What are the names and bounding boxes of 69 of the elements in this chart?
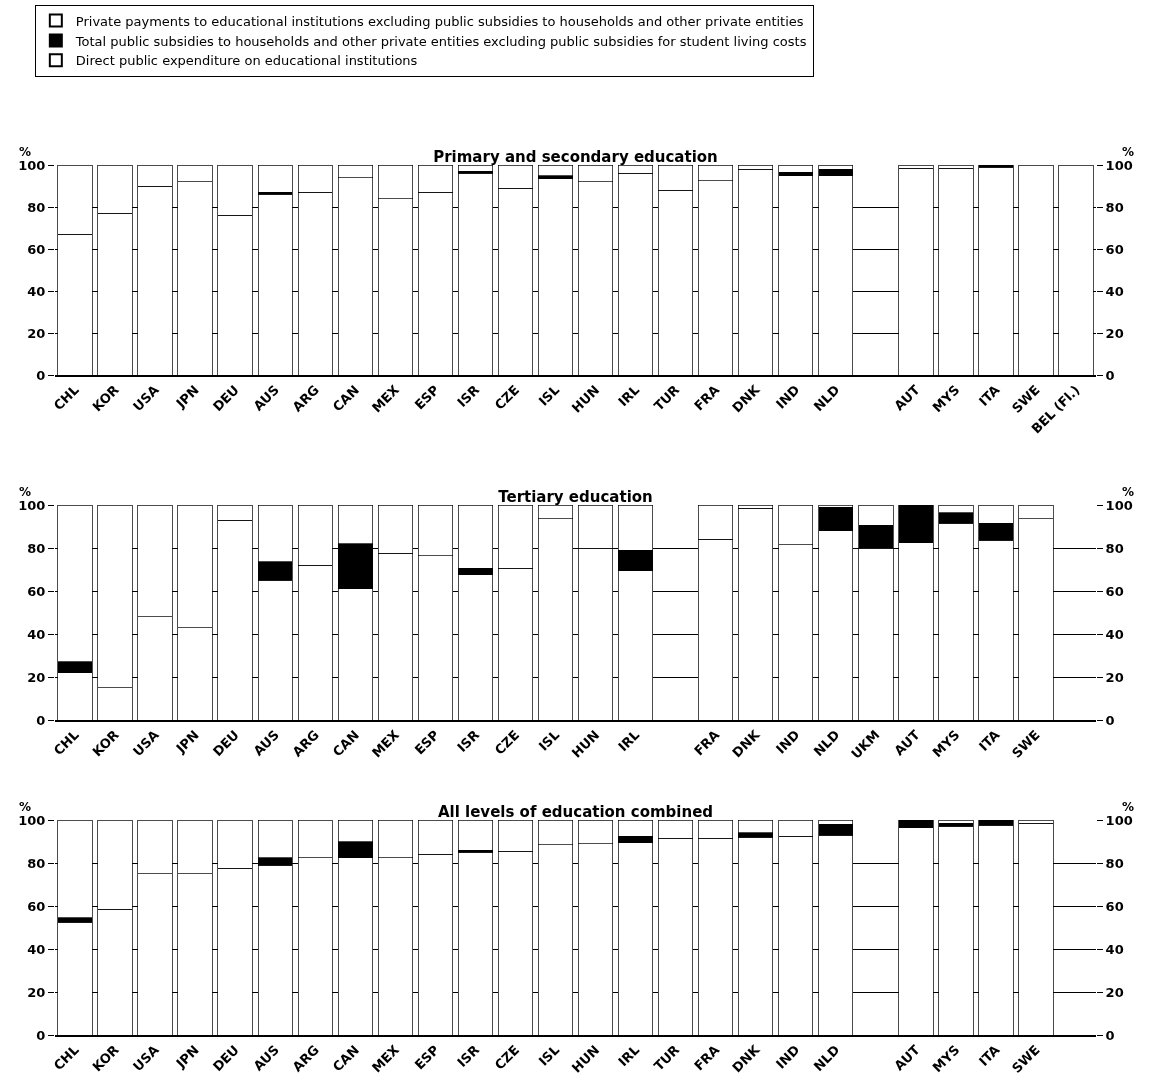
bar: [257, 165, 293, 193]
x-tick-label: IRL: [615, 382, 643, 410]
y2-tick-label: 100: [1105, 497, 1133, 513]
bar: [778, 165, 814, 173]
chart-title: Primary and secondary education: [433, 148, 718, 166]
y2-axis-title: %: [1122, 485, 1135, 499]
y-tick-label: 100: [18, 497, 46, 513]
y2-tick-label: 80: [1105, 855, 1124, 871]
legend-label: Total public subsidies to households and other private entities excluding public subsidies for student living costs: [74, 33, 807, 49]
x-tick-label: ITA: [975, 727, 1003, 754]
y2-tick-label: 60: [1105, 898, 1124, 914]
y-tick-label: 40: [27, 941, 46, 957]
legend-label: Direct public expenditure on educational institutions: [75, 53, 418, 69]
y2-tick-label: 40: [1105, 941, 1124, 957]
y-axis-title: %: [19, 485, 32, 499]
bar: [457, 165, 493, 172]
x-tick-label: ISR: [454, 382, 483, 410]
x-tick-label: ISL: [535, 382, 563, 409]
y-tick-label: 20: [27, 669, 46, 685]
x-tick-label: ISL: [535, 1042, 563, 1069]
y-tick-label: 0: [36, 712, 46, 728]
x-tick-label: IRL: [615, 1042, 643, 1070]
y-tick-label: 20: [27, 984, 46, 1000]
y-tick-label: 0: [36, 367, 46, 383]
x-tick-label: CHL: [50, 1042, 82, 1074]
bar: [738, 820, 774, 834]
y2-tick-label: 0: [1105, 1027, 1115, 1043]
y-tick-label: 80: [27, 540, 46, 556]
y-axis-title: %: [19, 800, 32, 814]
y2-tick-label: 0: [1105, 367, 1115, 383]
y2-tick-label: 60: [1105, 241, 1124, 257]
y-tick-label: 100: [18, 812, 46, 828]
y-tick-label: 100: [18, 157, 46, 173]
y-tick-label: 40: [27, 283, 46, 299]
y-tick-label: 0: [36, 1027, 46, 1043]
y-tick-label: 80: [27, 199, 46, 215]
bar: [537, 165, 574, 176]
x-tick-label: ISR: [454, 1042, 483, 1070]
y-axis-title: %: [19, 145, 32, 159]
y2-tick-label: 40: [1105, 283, 1124, 299]
legend-label: Private payments to educational institutions excluding public subsidies to households and other private entities: [75, 13, 804, 29]
x-tick-label: IRL: [615, 727, 643, 755]
y2-axis-title: %: [1122, 145, 1135, 159]
y2-axis-title: %: [1122, 800, 1135, 814]
y2-tick-label: 20: [1105, 669, 1124, 685]
y2-tick-label: 80: [1105, 540, 1124, 556]
chart-title: All levels of education combined: [437, 803, 714, 821]
y2-tick-label: 20: [1105, 325, 1124, 341]
y-tick-label: 80: [27, 855, 46, 871]
y-tick-label: 20: [27, 325, 46, 341]
y2-tick-label: 0: [1105, 712, 1115, 728]
y2-tick-label: 100: [1105, 812, 1133, 828]
y2-tick-label: 60: [1105, 583, 1124, 599]
y-tick-label: 40: [27, 626, 46, 642]
x-tick-label: ISL: [535, 727, 563, 754]
bar: [457, 820, 493, 851]
y2-tick-label: 100: [1105, 157, 1133, 173]
y-tick-label: 60: [27, 583, 46, 599]
x-tick-label: CHL: [50, 727, 82, 759]
x-tick-label: ITA: [975, 1042, 1003, 1069]
y2-tick-label: 40: [1105, 626, 1124, 642]
x-tick-label: ISR: [454, 727, 483, 755]
chart-title: Tertiary education: [498, 488, 653, 506]
y2-tick-label: 20: [1105, 984, 1124, 1000]
x-tick-label: ITA: [975, 382, 1003, 409]
y-tick-label: 60: [27, 241, 46, 257]
y-tick-label: 60: [27, 898, 46, 914]
y2-tick-label: 80: [1105, 199, 1124, 215]
x-tick-label: CHL: [50, 382, 82, 414]
